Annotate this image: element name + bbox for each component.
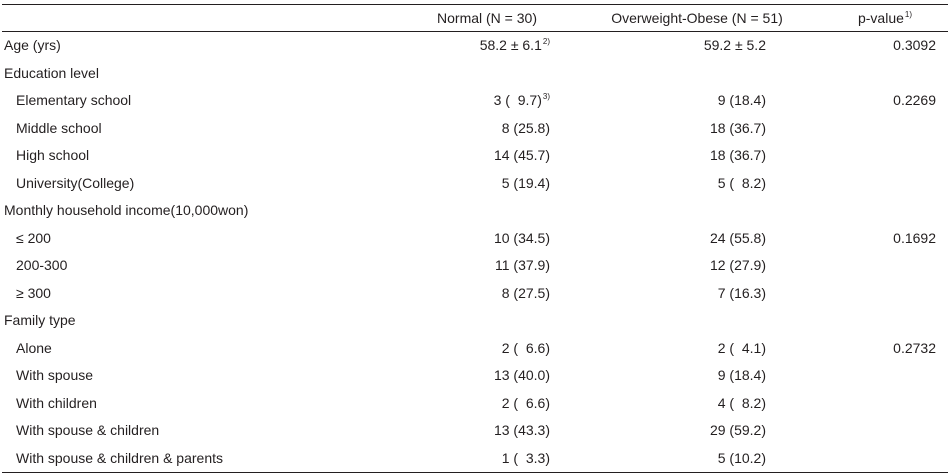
p-value-footnote-mark: 1)	[904, 10, 913, 19]
normal-value: 11 (37.9)	[495, 257, 550, 273]
row-label: High school	[16, 147, 90, 163]
p-value: 0.3092	[893, 37, 936, 53]
header-overweight-obese: Overweight-Obese (N = 51)	[611, 10, 783, 26]
p-value: 0.1692	[893, 229, 936, 246]
table-row: With children 2 ( 6.6) 4 ( 8.2)	[2, 390, 948, 418]
demographics-table-container: Normal (N = 30) Overweight-Obese (N = 51…	[2, 4, 948, 473]
p-value	[822, 280, 948, 308]
header-p-value: p-value1)	[857, 10, 913, 26]
demographics-table: Normal (N = 30) Overweight-Obese (N = 51…	[2, 4, 948, 473]
normal-value: 8 (27.5)	[501, 284, 550, 301]
normal-value: 2 ( 6.6)	[501, 339, 550, 356]
overweight-value: 5 (10.2)	[717, 449, 766, 466]
table-row: 200-300 11 (37.9) 12 (27.9)	[2, 252, 948, 280]
normal-value: 1 ( 3.3)	[501, 449, 550, 466]
table-row: Middle school 8 (25.8) 18 (36.7)	[2, 115, 948, 143]
header-blank	[2, 5, 402, 32]
table-row: With spouse & children & parents 1 ( 3.3…	[2, 445, 948, 473]
normal-footnote-mark: 2)	[542, 37, 550, 46]
table-row-age: Age (yrs) 58.2 ± 6.12) 59.2 ± 5.2 0.3092	[2, 32, 948, 60]
table-row: Elementary school 3 ( 9.7)3) 9 (18.4) 0.…	[2, 87, 948, 115]
overweight-value: 7 (16.3)	[717, 284, 766, 301]
normal-value: 2 ( 6.6)	[501, 394, 550, 411]
table-header-row: Normal (N = 30) Overweight-Obese (N = 51…	[2, 4, 948, 32]
overweight-value: 5 ( 8.2)	[717, 174, 766, 191]
table-row-section-income: Monthly household income(10,000won)	[2, 197, 948, 225]
overweight-value: 9 (18.4)	[717, 92, 766, 108]
table-row: ≥ 300 8 (27.5) 7 (16.3)	[2, 280, 948, 308]
normal-value: 3 ( 9.7)3)	[493, 92, 550, 108]
header-normal: Normal (N = 30)	[437, 10, 537, 26]
p-value	[822, 115, 948, 143]
row-label: Age (yrs)	[4, 37, 61, 53]
normal-value: 14 (45.7)	[493, 147, 550, 163]
section-label: Family type	[4, 312, 76, 328]
overweight-value: 18 (36.7)	[709, 119, 766, 136]
row-label: With spouse & children & parents	[16, 449, 223, 466]
overweight-value: 2 ( 4.1)	[717, 339, 766, 356]
table-row: University(College) 5 (19.4) 5 ( 8.2)	[2, 170, 948, 198]
normal-value: 8 (25.8)	[501, 119, 550, 136]
row-label: Middle school	[16, 119, 102, 136]
row-label: With spouse & children	[16, 422, 160, 438]
p-value	[822, 252, 948, 280]
row-label: University(College)	[16, 174, 135, 191]
overweight-value: 59.2 ± 5.2	[703, 37, 766, 53]
normal-value: 13 (43.3)	[493, 422, 550, 438]
p-value	[822, 170, 948, 198]
overweight-value: 29 (59.2)	[709, 422, 766, 438]
p-value: 0.2269	[893, 92, 936, 108]
table-row: Alone 2 ( 6.6) 2 ( 4.1) 0.2732	[2, 335, 948, 363]
row-label: 200-300	[16, 257, 68, 273]
section-label: Education level	[4, 64, 99, 81]
row-label: With spouse	[16, 367, 94, 383]
row-label: Elementary school	[16, 92, 132, 108]
normal-value: 5 (19.4)	[501, 174, 550, 191]
overweight-value: 12 (27.9)	[709, 257, 766, 273]
normal-value: 13 (40.0)	[493, 367, 550, 383]
table-row: ≤ 200 10 (34.5) 24 (55.8) 0.1692	[2, 225, 948, 253]
p-value	[822, 362, 948, 390]
overweight-value: 18 (36.7)	[709, 147, 766, 163]
p-value	[822, 390, 948, 418]
normal-value: 58.2 ± 6.12)	[479, 37, 550, 53]
p-value	[822, 142, 948, 170]
table-row: With spouse 13 (40.0) 9 (18.4)	[2, 362, 948, 390]
table-row-section-family: Family type	[2, 307, 948, 335]
p-value: 0.2732	[893, 339, 936, 356]
p-value	[822, 417, 948, 445]
normal-value: 10 (34.5)	[493, 229, 550, 246]
table-row: High school 14 (45.7) 18 (36.7)	[2, 142, 948, 170]
p-value	[822, 445, 948, 473]
table-row-section-education: Education level	[2, 60, 948, 88]
overweight-value: 4 ( 8.2)	[717, 394, 766, 411]
overweight-value: 9 (18.4)	[717, 367, 766, 383]
overweight-value: 24 (55.8)	[709, 229, 766, 246]
table-row: With spouse & children 13 (43.3) 29 (59.…	[2, 417, 948, 445]
section-label: Monthly household income(10,000won)	[4, 202, 249, 218]
row-label: Alone	[16, 339, 52, 356]
row-label: ≤ 200	[16, 229, 51, 246]
row-label: With children	[16, 394, 97, 411]
row-label: ≥ 300	[16, 284, 51, 301]
normal-footnote-mark: 3)	[542, 92, 550, 101]
